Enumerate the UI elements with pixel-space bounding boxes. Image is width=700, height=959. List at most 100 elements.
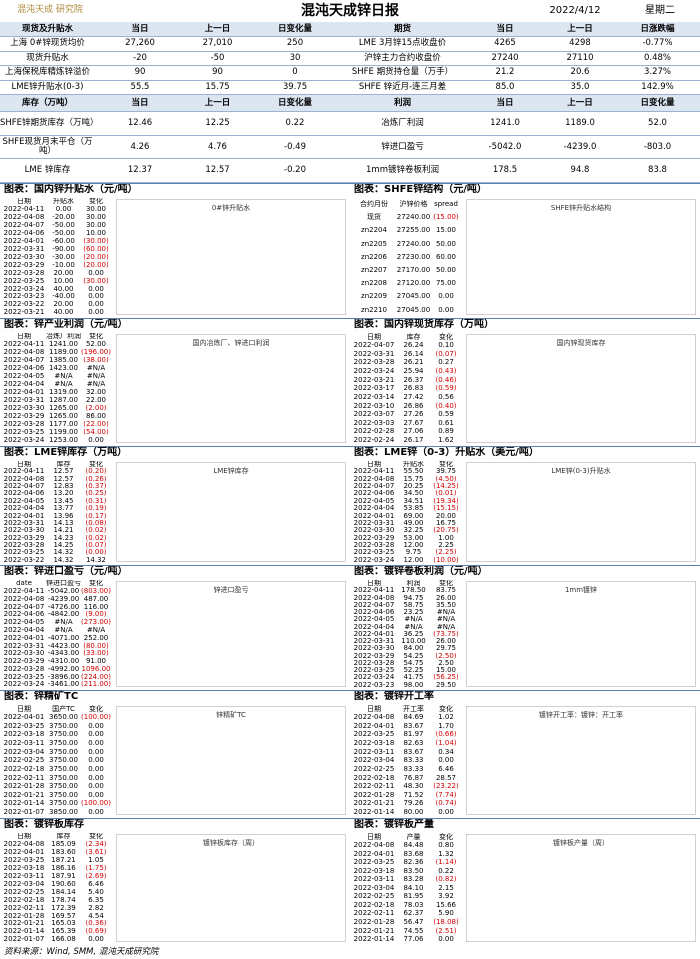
table-cell: 81.97 (403, 730, 424, 739)
table-cell: 2022-03-29 (353, 534, 395, 542)
table-cell: 3750.00 (49, 791, 78, 799)
table-cell: (23.22) (433, 782, 459, 791)
table-cell: 184.14 (51, 888, 76, 896)
table-cell: 98.00 (403, 681, 424, 689)
table-cell: 2022-04-06 (3, 229, 45, 237)
table-cell: (100.00) (81, 713, 111, 722)
table-cell: 2022-04-08 (3, 595, 45, 603)
table-cell: 2022-03-30 (3, 405, 45, 413)
table-cell: 0.00 (88, 936, 104, 944)
row-label: 1mm镀锌卷板利润 (340, 159, 465, 184)
table-cell: 3750.00 (49, 799, 78, 808)
table-cell: 2022-04-06 (353, 609, 395, 617)
table-cell: 58.75 (403, 601, 424, 609)
table-cell: #N/A (436, 609, 456, 617)
table-cell: 27.26 (403, 410, 424, 419)
table-header: 日期 (367, 333, 381, 341)
table-cell: 84.10 (403, 884, 424, 892)
value-cell: 39.75 (250, 81, 340, 95)
table-cell: 2022-04-08 (3, 475, 45, 483)
table-cell: 2022-04-01 (3, 848, 45, 857)
table-cell: 2022-03-28 (3, 541, 45, 549)
table-cell: 2022-04-01 (353, 630, 395, 638)
table-cell: 22.00 (85, 397, 107, 405)
table-cell: -4310.00 (47, 657, 80, 666)
table-cell: 2022-01-14 (353, 935, 395, 944)
table-cell: (0.01) (435, 490, 457, 498)
table-cell: (9.00) (85, 611, 107, 619)
table-cell: 2022-03-29 (3, 413, 45, 421)
table-cell: 27045.00 (396, 292, 431, 301)
table-cell: (2.00) (85, 405, 107, 413)
table-cell: 2022-01-21 (353, 799, 395, 808)
table-cell: 187.21 (51, 856, 76, 865)
table-cell: 36.25 (403, 630, 424, 638)
table-cell: 16.75 (435, 519, 457, 527)
value-cell: 27240 (465, 52, 545, 66)
table-cell: #N/A (404, 623, 423, 631)
table-cell: 30.00 (85, 213, 107, 222)
panel-title: 图表：锌进口盈亏（元/吨） (0, 565, 350, 579)
table-cell: 2022-03-29 (3, 261, 45, 269)
table-cell: (224.00) (81, 673, 111, 681)
table-cell: 25.94 (403, 367, 424, 376)
table-cell: 2022-01-21 (3, 791, 45, 799)
table-cell: (0.07) (435, 350, 457, 358)
table-cell: (30.00) (83, 277, 109, 285)
table-cell: 116.00 (83, 603, 109, 611)
value-cell: 85.0 (465, 81, 545, 95)
table-cell: 2022-03-31 (3, 397, 45, 405)
table-cell: 2022-04-05 (353, 616, 395, 624)
table-cell: 0.00 (88, 773, 104, 782)
table-cell: 1.32 (438, 850, 454, 858)
table-cell: (1.04) (435, 739, 457, 748)
table-cell: zn2210 (361, 305, 387, 314)
table-cell: 26.37 (403, 376, 424, 384)
table-cell: 2022-03-24 (3, 437, 45, 445)
table-cell: 2022-03-25 (353, 858, 395, 867)
table-cell: 2022-02-18 (353, 773, 395, 782)
value-cell: 52.0 (615, 112, 700, 136)
table-cell: 14.32 (53, 556, 74, 564)
table-cell: 3750.00 (49, 756, 78, 765)
table-cell: #N/A (54, 618, 73, 627)
table-cell: 78.03 (403, 901, 424, 909)
table-cell: 4.54 (88, 912, 104, 920)
table-cell: (20.75) (433, 527, 459, 535)
table-cell: 3650.00 (49, 713, 78, 722)
table-cell: 2022-03-04 (3, 748, 45, 756)
table-cell: 83.50 (403, 867, 424, 875)
table-cell: 166.08 (51, 936, 76, 944)
chart-title: 国内冶炼厂、锌进口利润 (192, 339, 270, 347)
table-cell: 现货 (367, 213, 381, 222)
table-cell: 2022-01-14 (353, 808, 395, 816)
table-cell: 2022-03-14 (353, 393, 395, 401)
table-cell: -4071.00 (47, 634, 80, 642)
table-cell: 0.00 (88, 437, 104, 445)
table-cell: 13.45 (53, 497, 74, 505)
table-cell: 27255.00 (396, 226, 431, 235)
table-cell: 5.40 (88, 888, 104, 896)
table-cell: 0.00 (88, 309, 104, 317)
table-cell: -90.00 (52, 245, 75, 253)
table-cell: 27.42 (403, 393, 424, 401)
table-cell: 2022-03-24 (353, 367, 395, 376)
table-cell: 2022-03-28 (3, 421, 45, 429)
table-cell: 2022-04-07 (353, 483, 395, 491)
table-cell: (20.00) (83, 261, 109, 269)
table-cell: #N/A (436, 616, 456, 624)
table-header: 日期 (367, 580, 381, 587)
table-cell: 2022-02-25 (3, 756, 45, 765)
table-cell: 20.00 (53, 301, 74, 309)
table-cell: 62.37 (403, 909, 424, 918)
table-cell: 39.75 (435, 468, 457, 476)
table-cell: (56.25) (433, 674, 459, 682)
table-cell: 1.02 (438, 713, 454, 722)
value-cell: -0.49 (250, 136, 340, 160)
table-cell: 2022-03-03 (353, 419, 395, 427)
table-cell: 0.00 (88, 730, 104, 739)
table-cell: 0.00 (88, 739, 104, 748)
table-cell: 26.14 (403, 350, 424, 358)
table-cell: 2022-02-28 (353, 427, 395, 436)
